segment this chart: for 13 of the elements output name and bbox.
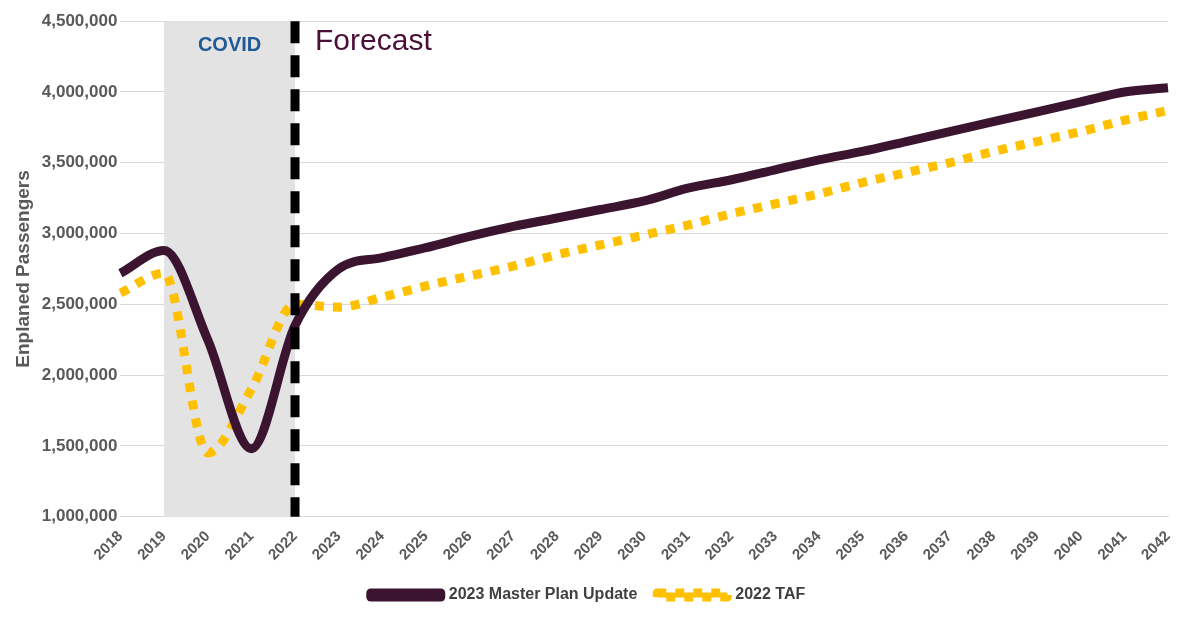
- y-tick-label: 2,500,000: [41, 294, 118, 314]
- y-tick-label: 4,500,000: [41, 10, 118, 30]
- y-tick-label: 1,000,000: [41, 506, 118, 526]
- y-tick-label: 3,500,000: [41, 152, 118, 172]
- y-axis-title: Enplaned Passengers: [11, 170, 33, 368]
- y-tick-label: 2,000,000: [41, 364, 118, 384]
- y-tick-label: 1,500,000: [41, 435, 118, 455]
- y-tick-label: 4,000,000: [41, 81, 118, 101]
- band-label: COVID: [197, 32, 262, 55]
- ref-line-label: Forecast: [315, 23, 433, 57]
- legend-label: 2022 TAF: [735, 585, 806, 603]
- y-tick-label: 3,000,000: [41, 223, 118, 243]
- legend-label: 2023 Master Plan Update: [448, 585, 638, 603]
